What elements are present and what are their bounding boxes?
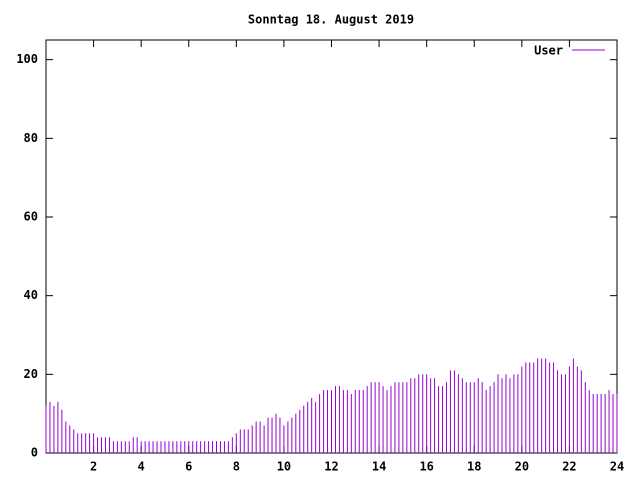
x-tick-label: 8 xyxy=(233,460,240,474)
x-tick-label: 2 xyxy=(90,460,97,474)
x-tick-label: 4 xyxy=(138,460,145,474)
y-tick-label: 100 xyxy=(16,52,38,66)
chart-title: Sonntag 18. August 2019 xyxy=(248,13,414,27)
y-tick-label: 60 xyxy=(24,210,38,224)
x-tick-label: 16 xyxy=(419,460,433,474)
x-tick-label: 22 xyxy=(562,460,576,474)
x-tick-label: 20 xyxy=(515,460,529,474)
x-tick-label: 10 xyxy=(277,460,291,474)
legend-label: User xyxy=(534,44,563,58)
x-tick-label: 24 xyxy=(610,460,624,474)
y-tick-label: 80 xyxy=(24,131,38,145)
y-tick-label: 20 xyxy=(24,367,38,381)
y-tick-label: 40 xyxy=(24,288,38,302)
x-tick-label: 14 xyxy=(372,460,386,474)
x-tick-label: 6 xyxy=(185,460,192,474)
y-tick-label: 0 xyxy=(31,446,38,460)
x-tick-label: 18 xyxy=(467,460,481,474)
x-tick-label: 12 xyxy=(324,460,338,474)
